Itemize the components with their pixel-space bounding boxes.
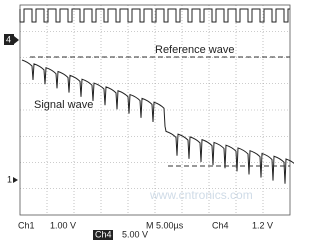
ch4-scale: 5.00 V: [122, 229, 148, 239]
grid: [20, 5, 290, 215]
screen-frame: [19, 4, 291, 216]
ch1-label: Ch1: [18, 220, 35, 230]
ch4-arrow: [14, 36, 19, 44]
ch4-marker: 4: [6, 34, 11, 44]
ch4-marker-box: [4, 34, 14, 45]
timebase: M 5.00µs: [146, 220, 184, 230]
ch4-label-box: [93, 230, 113, 240]
signal-label: Signal wave: [34, 99, 93, 111]
ch1-arrow: [13, 177, 18, 183]
reference-waveform: [19, 8, 290, 23]
trigger-channel: Ch4: [212, 220, 229, 230]
background: [0, 0, 294, 240]
trigger-level: 1.2 V: [252, 220, 273, 230]
scope-screen: Reference wave Signal wave 4 1 www.cntro…: [0, 0, 294, 240]
signal-waveform: [21, 59, 294, 184]
ch1-marker: 1: [7, 174, 12, 184]
ch4-label: Ch4: [95, 229, 112, 239]
ch1-scale: 1.00 V: [50, 220, 76, 230]
reference-label: Reference wave: [155, 44, 235, 56]
watermark: www.cntronics.com: [149, 188, 253, 202]
